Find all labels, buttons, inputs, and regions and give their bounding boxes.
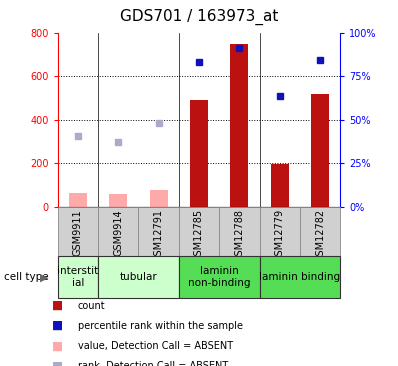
Bar (271, 164, 289, 207)
Bar (69, 193, 87, 207)
Bar (179, 207, 219, 256)
Bar (109, 194, 127, 207)
Text: laminin binding: laminin binding (259, 272, 340, 282)
Bar (150, 190, 168, 207)
Text: GSM9911: GSM9911 (73, 209, 83, 256)
Text: GSM12782: GSM12782 (315, 209, 325, 262)
Bar (300, 207, 340, 256)
Text: tubular: tubular (119, 272, 157, 282)
Text: GSM12788: GSM12788 (234, 209, 244, 262)
Text: GSM9914: GSM9914 (113, 209, 123, 256)
Text: GDS701 / 163973_at: GDS701 / 163973_at (120, 9, 278, 25)
Bar (98, 207, 139, 256)
Text: cell type: cell type (4, 272, 49, 282)
Text: percentile rank within the sample: percentile rank within the sample (78, 321, 243, 331)
Text: ■: ■ (52, 299, 63, 312)
Text: interstit
ial: interstit ial (57, 266, 99, 288)
Text: GSM12779: GSM12779 (275, 209, 285, 262)
Bar (219, 207, 259, 256)
Text: ■: ■ (52, 319, 63, 332)
Text: value, Detection Call = ABSENT: value, Detection Call = ABSENT (78, 341, 233, 351)
Text: ▶: ▶ (40, 272, 48, 282)
Bar (259, 256, 340, 298)
Text: ■: ■ (52, 339, 63, 352)
Bar (230, 44, 248, 207)
Text: laminin
non-binding: laminin non-binding (188, 266, 250, 288)
Bar (98, 256, 179, 298)
Bar (58, 207, 98, 256)
Bar (179, 256, 259, 298)
Bar (139, 207, 179, 256)
Bar (58, 256, 98, 298)
Text: GSM12785: GSM12785 (194, 209, 204, 262)
Text: count: count (78, 300, 105, 311)
Text: rank, Detection Call = ABSENT: rank, Detection Call = ABSENT (78, 361, 228, 366)
Bar (190, 100, 208, 207)
Text: GSM12791: GSM12791 (154, 209, 164, 262)
Bar (311, 94, 329, 207)
Text: ■: ■ (52, 359, 63, 366)
Bar (259, 207, 300, 256)
